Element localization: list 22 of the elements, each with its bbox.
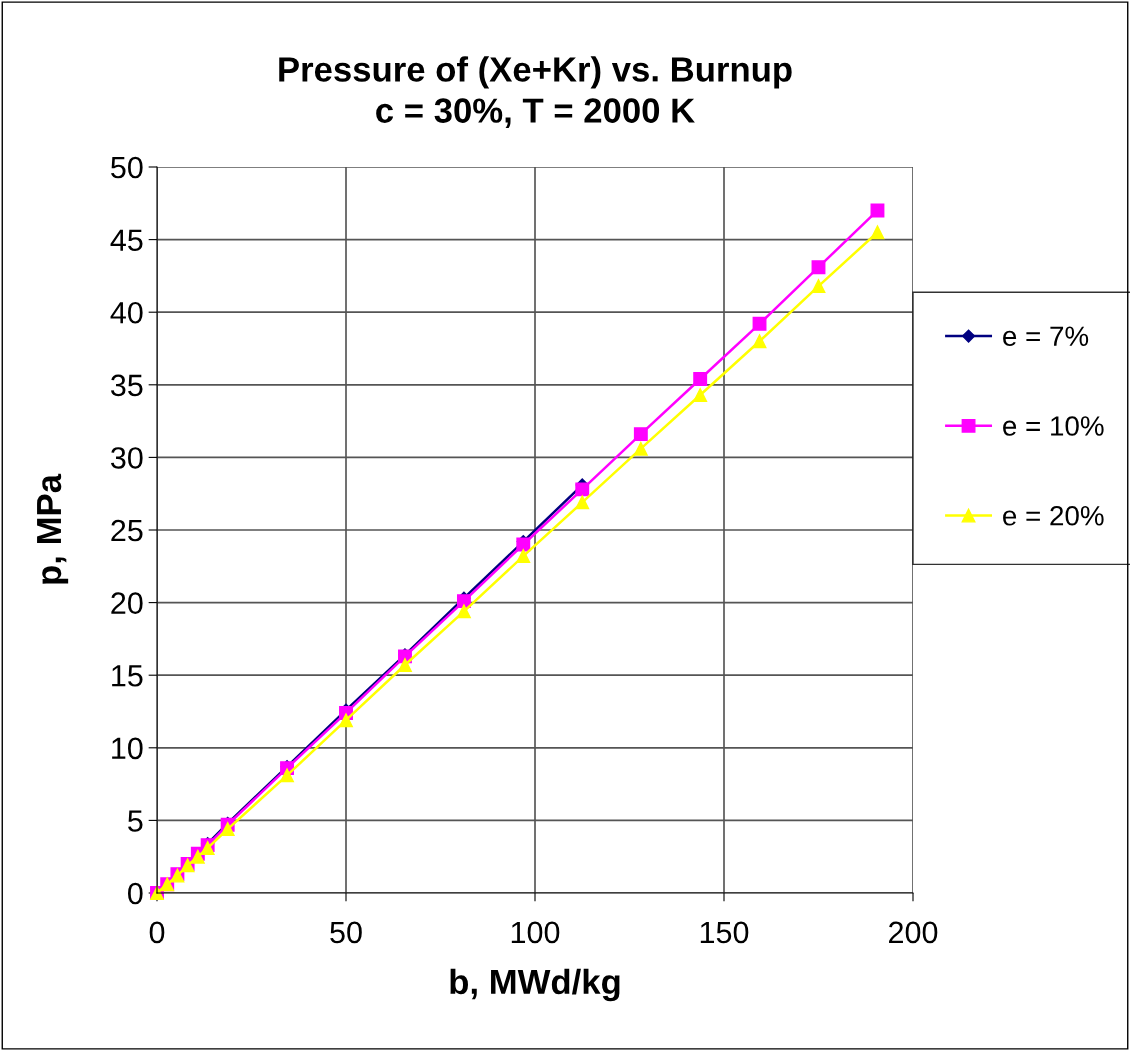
y-tick-label: 25 xyxy=(111,519,143,542)
y-tick-label: 30 xyxy=(110,447,143,469)
y-tick-label: 5 xyxy=(128,810,143,832)
legend-label: e = 7% xyxy=(1003,326,1089,347)
x-tick-label: 50 xyxy=(330,921,362,944)
legend-label: e = 10% xyxy=(1003,416,1104,436)
x-tick-label: 200 xyxy=(889,921,938,944)
legend-label: e = 20% xyxy=(1003,505,1104,526)
y-tick-label: 35 xyxy=(110,374,143,397)
y-tick-label: 50 xyxy=(111,156,143,179)
y-tick-label: 40 xyxy=(110,301,143,324)
y-tick-label: 45 xyxy=(110,229,143,251)
x-tick-label: 150 xyxy=(700,921,749,944)
y-axis-title: p, MPa xyxy=(37,473,69,584)
x-tick-label: 0 xyxy=(149,921,165,944)
y-tick-label: 20 xyxy=(111,592,143,614)
x-axis-title: b, MWd/kg xyxy=(450,968,620,1002)
y-tick-label: 0 xyxy=(128,882,143,905)
x-tick-label: 100 xyxy=(511,921,560,944)
y-tick-label: 10 xyxy=(112,737,143,760)
y-tick-label: 15 xyxy=(112,665,143,687)
chart-title: Pressure of (Xe+Kr) vs. Burnup c = 30%, T = 2000 K xyxy=(279,56,792,128)
